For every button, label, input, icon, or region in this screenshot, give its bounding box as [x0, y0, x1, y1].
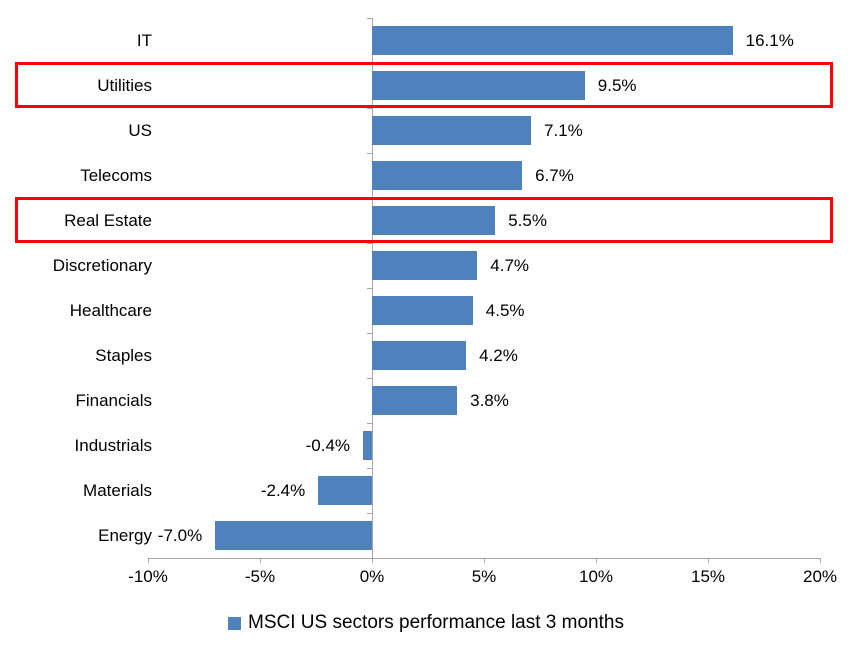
- category-label: Industrials: [74, 436, 152, 455]
- category-axis-tick: [367, 243, 372, 244]
- category-label: Materials: [83, 481, 152, 500]
- value-label: 5.5%: [508, 211, 547, 230]
- value-label: -2.4%: [260, 481, 306, 500]
- x-tick-label: 15%: [690, 567, 726, 586]
- bar-staples: [372, 341, 467, 370]
- category-axis-tick: [367, 423, 372, 424]
- x-axis-tick: [372, 558, 373, 563]
- zero-axis-line: [372, 18, 373, 558]
- bar-telecoms: [372, 161, 523, 190]
- value-label: 4.7%: [490, 256, 530, 275]
- value-label: -0.4%: [305, 436, 351, 455]
- category-axis-tick: [367, 108, 372, 109]
- bar-materials: [318, 476, 372, 505]
- category-label: Telecoms: [80, 166, 152, 185]
- x-axis-tick: [820, 558, 821, 563]
- category-label: Staples: [95, 346, 152, 365]
- x-tick-label: 10%: [578, 567, 614, 586]
- category-axis-tick: [367, 288, 372, 289]
- bar-financials: [372, 386, 458, 415]
- x-axis-tick: [596, 558, 597, 563]
- x-tick-label: 0%: [359, 567, 385, 586]
- bar-discretionary: [372, 251, 478, 280]
- x-tick-label: -10%: [128, 567, 168, 586]
- legend: MSCI US sectors performance last 3 month…: [0, 610, 852, 636]
- bar-industrials: [363, 431, 372, 460]
- x-tick-label: 5%: [471, 567, 497, 586]
- category-label: Financials: [75, 391, 152, 410]
- category-label: Energy: [98, 526, 152, 545]
- bar-it: [372, 26, 733, 55]
- value-label: -7.0%: [157, 526, 203, 545]
- category-axis-tick: [367, 513, 372, 514]
- category-axis-tick: [367, 18, 372, 19]
- x-axis-tick: [148, 558, 149, 563]
- x-axis-tick: [260, 558, 261, 563]
- legend-marker-swatch: [228, 616, 242, 630]
- x-axis-tick: [708, 558, 709, 563]
- category-axis-tick: [367, 378, 372, 379]
- category-label: Discretionary: [52, 256, 152, 275]
- category-label: Healthcare: [69, 301, 152, 320]
- bar-real-estate: [372, 206, 496, 235]
- bar-healthcare: [372, 296, 473, 325]
- category-axis-tick: [367, 153, 372, 154]
- x-axis-tick: [484, 558, 485, 563]
- category-label: US: [128, 121, 152, 140]
- x-tick-label: 20%: [802, 567, 838, 586]
- category-label: IT: [136, 31, 152, 50]
- value-label: 9.5%: [597, 76, 637, 95]
- bar-utilities: [372, 71, 585, 100]
- value-label: 16.1%: [745, 31, 794, 50]
- value-label: 4.5%: [485, 301, 525, 320]
- category-label: Utilities: [97, 76, 152, 95]
- category-label: Real Estate: [64, 211, 152, 230]
- value-label: 4.2%: [479, 346, 518, 365]
- x-tick-label: -5%: [244, 567, 276, 586]
- category-axis-tick: [367, 333, 372, 334]
- highlight-box-utilities: [15, 62, 833, 108]
- category-axis-tick: [367, 468, 372, 469]
- value-label: 7.1%: [544, 121, 583, 140]
- bar-us: [372, 116, 532, 145]
- legend-label: MSCI US sectors performance last 3 month…: [248, 612, 624, 633]
- value-label: 3.8%: [470, 391, 509, 410]
- value-label: 6.7%: [535, 166, 574, 185]
- highlight-box-real-estate: [15, 197, 833, 243]
- bar-energy: [215, 521, 372, 550]
